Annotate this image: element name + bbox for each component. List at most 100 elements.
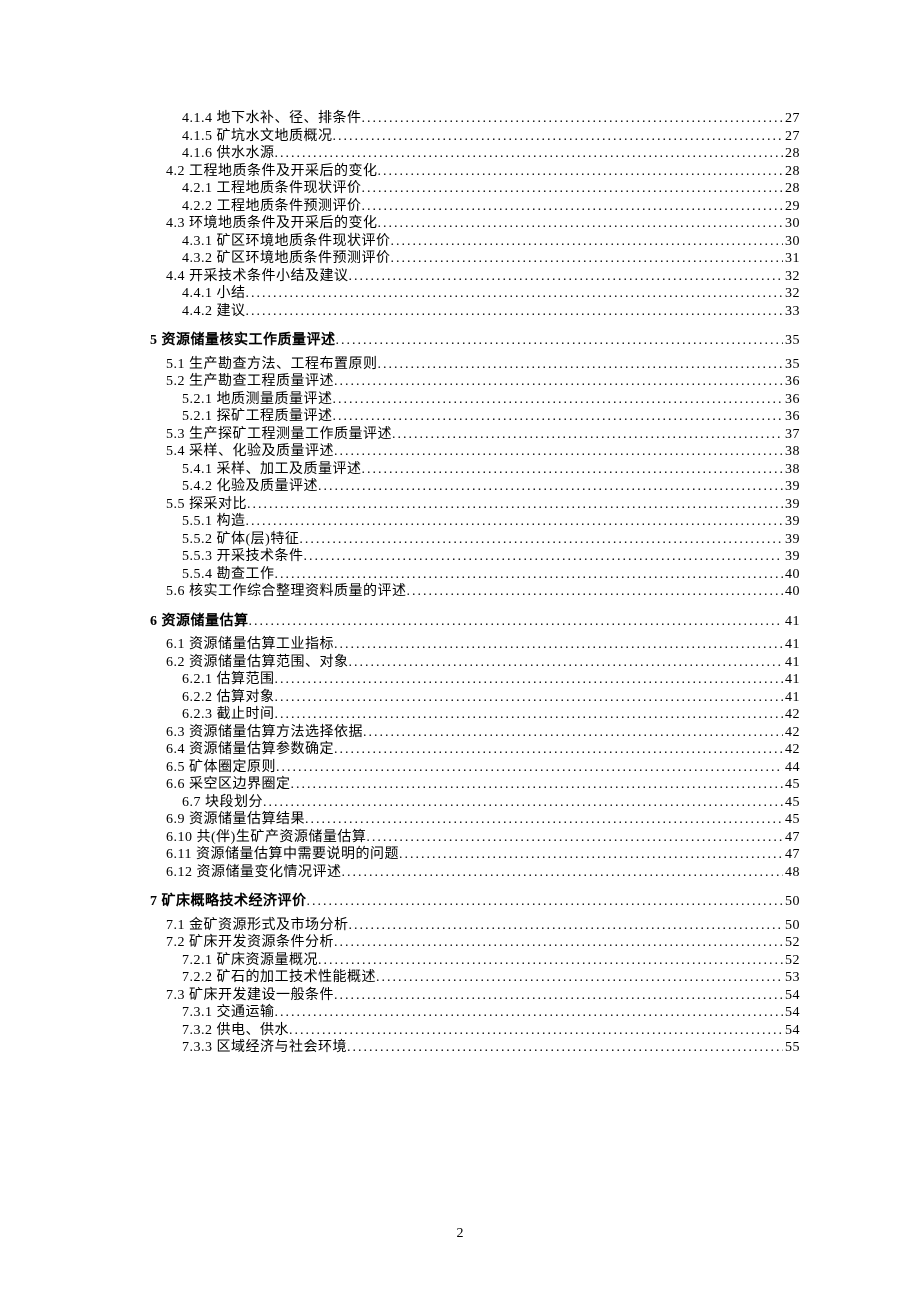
toc-entry-page: 37: [783, 426, 800, 444]
toc-entry-page: 33: [783, 303, 800, 321]
toc-entry: 6.5 矿体圈定原则44: [166, 759, 800, 777]
toc-entry: 4.2 工程地质条件及开采后的变化 28: [166, 163, 800, 181]
toc-entry-label: 5.5 探采对比: [166, 496, 247, 514]
toc-entry-label: 7 矿床概略技术经济评价: [150, 893, 307, 911]
toc-leader-dots: [247, 496, 783, 514]
toc-entry: 7.3.3 区域经济与社会环境55: [182, 1039, 800, 1057]
toc-entry-label: 6.9 资源储量估算结果: [166, 811, 305, 829]
toc-entry-page: 55: [783, 1039, 800, 1057]
toc-leader-dots: [263, 794, 783, 812]
toc-leader-dots: [378, 163, 784, 181]
toc-entry-label: 5.5.1 构造: [182, 513, 246, 531]
toc-entry: 4.2.2 工程地质条件预测评价29: [182, 198, 800, 216]
toc-entry: 4.4.1 小结32: [182, 285, 800, 303]
toc-leader-dots: [275, 145, 784, 163]
toc-entry-label: 6 资源储量估算: [150, 613, 249, 631]
toc-leader-dots: [391, 250, 784, 268]
toc-entry-page: 35: [783, 356, 800, 374]
toc-entry-page: 54: [783, 1004, 800, 1022]
toc-entry-page: 27: [783, 128, 800, 146]
toc-entry-page: 53: [783, 969, 800, 987]
toc-entry-page: 45: [783, 794, 800, 812]
toc-entry-label: 5.2.1 地质测量质量评述: [182, 391, 333, 409]
toc-leader-dots: [307, 893, 784, 911]
toc-entry: 6.2.3 截止时间42: [182, 706, 800, 724]
toc-entry: 6.1 资源储量估算工业指标41: [166, 636, 800, 654]
toc-leader-dots: [275, 671, 784, 689]
toc-entry: 7.2.1 矿床资源量概况52: [182, 952, 800, 970]
toc-leader-dots: [276, 759, 783, 777]
toc-leader-dots: [366, 829, 783, 847]
toc-entry-page: 54: [783, 987, 800, 1005]
toc-leader-dots: [362, 461, 784, 479]
toc-entry: 5.4 采样、化验及质量评述38: [166, 443, 800, 461]
toc-leader-dots: [378, 215, 784, 233]
toc-entry-page: 42: [783, 724, 800, 742]
toc-entry-label: 5.4.1 采样、加工及质量评述: [182, 461, 362, 479]
toc-leader-dots: [347, 1039, 783, 1057]
toc-entry-page: 40: [783, 583, 800, 601]
toc-entry: 6.6 采空区边界圈定45: [166, 776, 800, 794]
toc-leader-dots: [275, 1004, 784, 1022]
toc-entry-page: 48: [783, 864, 800, 882]
toc-leader-dots: [391, 233, 784, 251]
toc-leader-dots: [334, 373, 783, 391]
toc-entry-label: 4.1.6 供水水源: [182, 145, 275, 163]
toc-entry-label: 4.2.1 工程地质条件现状评价: [182, 180, 362, 198]
toc-entry-label: 5.6 核实工作综合整理资料质量的评述: [166, 583, 407, 601]
toc-entry-label: 4.3.1 矿区环境地质条件现状评价: [182, 233, 391, 251]
toc-entry-page: 39: [783, 548, 800, 566]
toc-entry-page: 40: [783, 566, 800, 584]
toc-entry-page: 29: [783, 198, 800, 216]
toc-entry-page: 28: [783, 180, 800, 198]
toc-entry-page: 50: [783, 917, 800, 935]
toc-entry: 5.4.2 化验及质量评述39: [182, 478, 800, 496]
toc-entry-label: 5.1 生产勘查方法、工程布置原则: [166, 356, 378, 374]
toc-leader-dots: [291, 776, 784, 794]
toc-entry: 5.2 生产勘查工程质量评述36: [166, 373, 800, 391]
toc-entry: 5.4.1 采样、加工及质量评述38: [182, 461, 800, 479]
toc-entry: 6.2.2 估算对象41: [182, 689, 800, 707]
toc-leader-dots: [376, 969, 783, 987]
toc-entry-page: 39: [783, 478, 800, 496]
toc-entry-page: 35: [783, 332, 800, 350]
toc-entry: 6.4 资源储量估算参数确定42: [166, 741, 800, 759]
toc-entry: 6.3 资源储量估算方法选择依据 42: [166, 724, 800, 742]
toc-leader-dots: [334, 934, 783, 952]
toc-entry-page: 41: [783, 636, 800, 654]
toc-leader-dots: [392, 426, 783, 444]
toc-entry-label: 6.5 矿体圈定原则: [166, 759, 276, 777]
toc-entry-page: 38: [783, 443, 800, 461]
toc-entry: 6.12 资源储量变化情况评述48: [166, 864, 800, 882]
toc-leader-dots: [334, 741, 783, 759]
toc-leader-dots: [305, 811, 783, 829]
toc-leader-dots: [289, 1022, 783, 1040]
toc-entry: 7.3.1 交通运输54: [182, 1004, 800, 1022]
toc-leader-dots: [249, 613, 784, 631]
toc-leader-dots: [342, 864, 784, 882]
toc-entry-page: 47: [783, 846, 800, 864]
toc-entry-label: 4.2 工程地质条件及开采后的变化: [166, 163, 378, 181]
toc-entry: 6.11 资源储量估算中需要说明的问题47: [166, 846, 800, 864]
page-number: 2: [0, 1226, 920, 1242]
toc-leader-dots: [363, 724, 783, 742]
toc-leader-dots: [333, 408, 784, 426]
toc-entry: 5.2.1 地质测量质量评述36: [182, 391, 800, 409]
toc-leader-dots: [275, 566, 784, 584]
toc-entry: 6 资源储量估算41: [150, 613, 800, 631]
toc-entry-label: 6.6 采空区边界圈定: [166, 776, 291, 794]
toc-entry: 6.2 资源储量估算范围、对象41: [166, 654, 800, 672]
toc-entry: 7.3.2 供电、供水54: [182, 1022, 800, 1040]
toc-entry: 6.2.1 估算范围41: [182, 671, 800, 689]
toc-entry-label: 6.3 资源储量估算方法选择依据: [166, 724, 363, 742]
toc-entry: 5.5.1 构造39: [182, 513, 800, 531]
toc-leader-dots: [378, 356, 784, 374]
toc-leader-dots: [333, 128, 784, 146]
toc-entry: 5.5 探采对比39: [166, 496, 800, 514]
toc-entry-page: 30: [783, 215, 800, 233]
toc-entry-label: 4.1.4 地下水补、径、排条件: [182, 110, 362, 128]
toc-entry: 4.1.6 供水水源28: [182, 145, 800, 163]
table-of-contents: 4.1.4 地下水补、径、排条件274.1.5 矿坑水文地质概况274.1.6 …: [150, 110, 800, 1057]
toc-entry-page: 28: [783, 163, 800, 181]
toc-leader-dots: [246, 285, 784, 303]
